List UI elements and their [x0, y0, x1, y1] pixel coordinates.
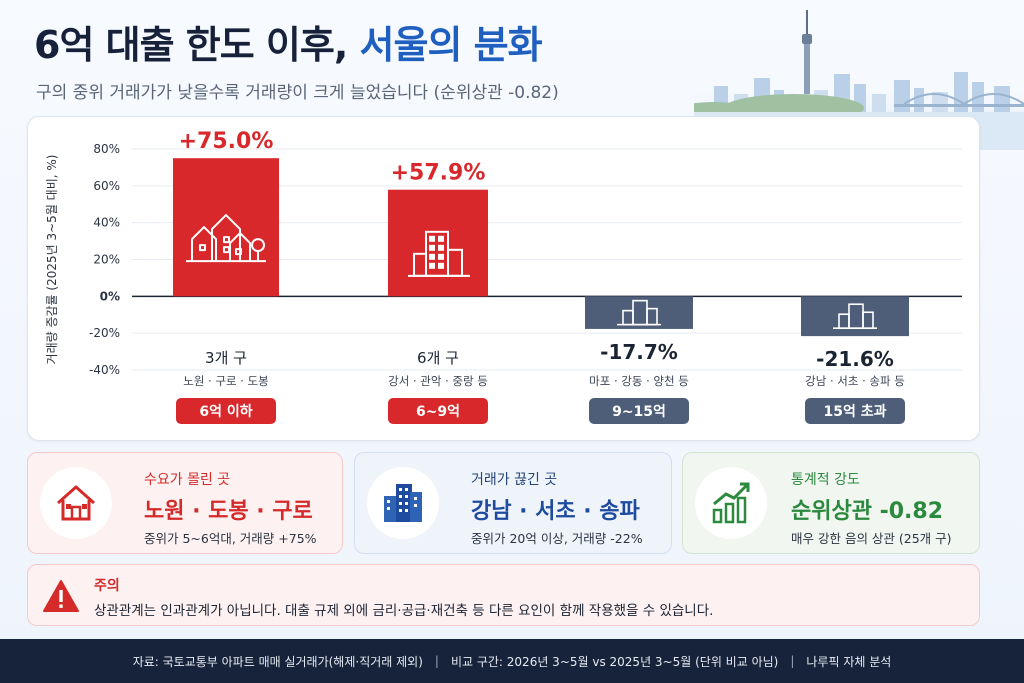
caution-box: 주의 상관관계는 인과관계가 아닙니다. 대출 규제 외에 금리·공급·재건축 …	[27, 564, 980, 626]
panel-statistic: 통계적 강도 순위상관 -0.82 매우 강한 음의 상관 (25개 구)	[682, 452, 980, 554]
panel-cutoff-label: 거래가 끊긴 곳	[471, 472, 558, 488]
y-tick-label: 40%	[93, 216, 120, 230]
page-subtitle: 구의 중위 거래가가 낮을수록 거래량이 크게 늘었습니다 (순위상관 -0.8…	[36, 83, 559, 103]
footer-separator: |	[434, 654, 439, 668]
district-names-label: 노원 · 구로 · 도봉	[183, 374, 268, 388]
y-tick-label: -20%	[89, 326, 120, 340]
y-tick-label: 20%	[93, 253, 120, 267]
bar-chart: 거래량 증감률 (2025년 3~5월 대비, %) 80% 60% 40% 20% 0%…	[45, 129, 962, 424]
footer-source: 자료: 국토교통부 아파트 매매 실거래가(해제·직거래 제외)	[132, 654, 423, 669]
panel-cutoff: 거래가 끊긴 곳 강남 · 서초 · 송파 중위가 20억 이상, 거래량 -2…	[354, 452, 672, 554]
footer-period: 비교 구간: 2026년 3~5월 vs 2025년 3~5월 (단위 비교 아…	[450, 654, 779, 669]
panel-cutoff-desc: 중위가 20억 이상, 거래량 -22%	[471, 531, 643, 546]
district-names-label: 강남 · 서초 · 송파 등	[805, 374, 905, 388]
apartment-icon	[408, 230, 470, 277]
bar-value-label: +57.9%	[391, 161, 486, 186]
panel-cutoff-icon-circle	[367, 467, 439, 539]
price-band-pill	[805, 398, 905, 424]
title-main: 6억 대출 한도 이후,	[34, 23, 348, 67]
price-band-label: 9~15억	[612, 404, 666, 420]
panel-statistic-desc: 매우 강한 음의 상관 (25개 구)	[791, 531, 952, 546]
caution-title: 주의	[94, 578, 120, 594]
panel-demand-label: 수요가 몰린 곳	[144, 472, 231, 488]
bar-value-label: -17.7%	[600, 340, 678, 364]
group-count-label: 3개 구	[205, 349, 247, 367]
y-tick-label: 60%	[93, 179, 120, 193]
bar-1	[173, 158, 279, 297]
panel-demand-icon-circle	[40, 467, 112, 539]
y-axis-label: 거래량 증감률 (2025년 3~5월 대비, %)	[45, 155, 59, 365]
office-building-icon	[384, 484, 422, 522]
bar-2	[388, 189, 488, 297]
price-band-pill	[589, 398, 689, 424]
warning-icon	[43, 580, 79, 612]
bar-4	[801, 296, 909, 337]
panel-statistic-label: 통계적 강도	[791, 472, 860, 488]
trend-chart-icon	[712, 482, 750, 524]
chart-card: 거래량 증감률 (2025년 3~5월 대비, %) 80% 60% 40% 20% 0%…	[27, 116, 980, 441]
panel-demand: 수요가 몰린 곳 노원 · 도봉 · 구로 중위가 5~6억대, 거래량 +75…	[27, 452, 343, 554]
tower-icon	[833, 303, 877, 330]
panel-demand-districts: 노원 · 도봉 · 구로	[144, 499, 313, 524]
panel-cutoff-districts: 강남 · 서초 · 송파	[471, 499, 640, 524]
y-tick-label: 0%	[100, 289, 120, 303]
price-band-pill	[388, 398, 488, 424]
page-title: 6억 대출 한도 이후, 서울의 분화	[34, 14, 543, 69]
footer: 자료: 국토교통부 아파트 매매 실거래가(해제·직거래 제외) | 비교 구간…	[0, 639, 1024, 683]
bar-value-label: +75.0%	[179, 129, 274, 154]
district-names-label: 마포 · 강동 · 양천 등	[589, 374, 689, 388]
y-tick-label: 80%	[93, 142, 120, 156]
group-count-label: 6개 구	[417, 349, 459, 367]
footer-separator: |	[790, 654, 795, 668]
bar-3	[585, 296, 693, 329]
panel-statistic-value: 순위상관 -0.82	[791, 499, 944, 524]
bar-value-label: -21.6%	[816, 347, 894, 371]
footer-analysis: 나루픽 자체 분석	[806, 654, 892, 669]
panel-statistic-icon-circle	[695, 467, 767, 539]
price-band-label: 6억 이하	[199, 403, 252, 420]
price-band-pill	[176, 398, 276, 424]
caution-text: 상관관계는 인과관계가 아닙니다. 대출 규제 외에 금리·공급·재건축 등 다…	[94, 603, 714, 619]
district-names-label: 강서 · 관악 · 중랑 등	[388, 374, 488, 388]
price-band-label: 15억 초과	[824, 404, 887, 420]
panel-demand-desc: 중위가 5~6억대, 거래량 +75%	[144, 531, 317, 546]
houses-icon	[186, 214, 266, 263]
house-icon	[57, 485, 95, 521]
price-band-label: 6~9억	[416, 404, 460, 420]
building-icon	[617, 299, 661, 326]
title-accent: 서울의 분화	[347, 23, 543, 67]
y-tick-label: -40%	[89, 363, 120, 377]
